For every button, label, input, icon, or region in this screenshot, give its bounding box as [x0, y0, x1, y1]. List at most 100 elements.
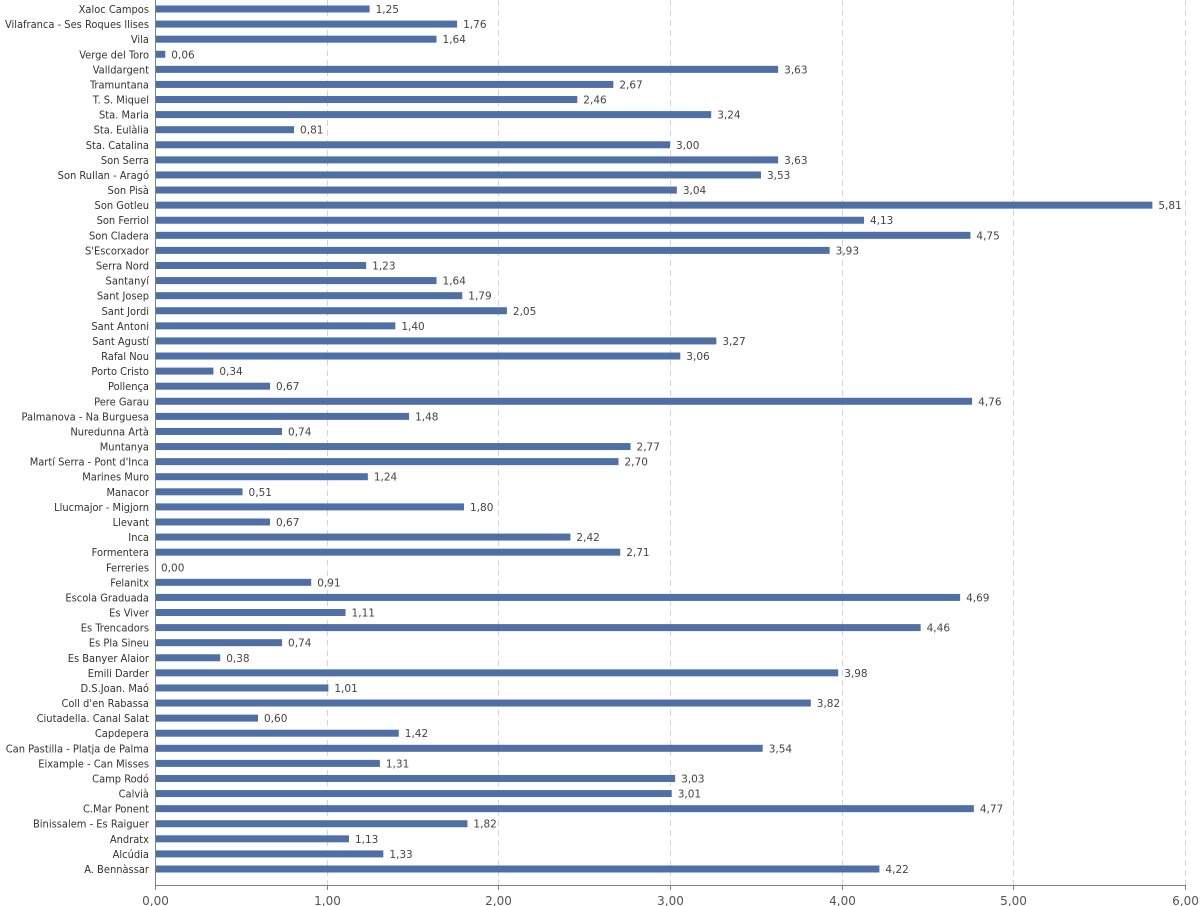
category-label: Tramuntana — [89, 78, 149, 91]
bar — [155, 699, 811, 707]
value-label: 0,06 — [171, 49, 195, 61]
value-label: 0,74 — [288, 426, 312, 438]
category-label: Manacor — [106, 486, 149, 499]
category-label: Valldargent — [93, 63, 149, 76]
value-label: 4,22 — [885, 864, 908, 876]
category-labels: Xaloc Campos Vilafranca - Ses Roques llis… — [5, 3, 150, 876]
bar — [155, 412, 410, 420]
bar — [155, 141, 670, 149]
bar — [155, 473, 368, 481]
category-label: Ferreries — [106, 561, 149, 574]
category-label: Sant Josep — [97, 290, 149, 303]
value-label: 3,06 — [686, 351, 710, 363]
value-label: 1,82 — [473, 819, 496, 831]
value-label: 4,46 — [927, 623, 951, 635]
category-label: Emili Darder — [88, 667, 150, 680]
category-label: Can Pastilla - Platja de Palma — [6, 742, 149, 755]
category-label: Santanyí — [106, 275, 151, 288]
category-label: Es Pla Sineu — [89, 637, 149, 650]
bar — [155, 80, 614, 88]
category-label: Sant Antoni — [91, 320, 149, 333]
value-label: 1,11 — [352, 608, 375, 620]
bar — [155, 261, 367, 269]
bar — [155, 35, 437, 43]
value-label: 4,69 — [966, 592, 989, 604]
bar — [155, 277, 437, 285]
value-label: 0,67 — [276, 517, 299, 529]
category-label: Es Trencadors — [81, 622, 149, 635]
bar — [155, 427, 283, 435]
category-label: C.Mar Ponent — [83, 803, 149, 816]
bar — [155, 503, 464, 511]
bar — [155, 337, 717, 345]
category-label: Serra Nord — [96, 259, 149, 272]
bar — [155, 714, 258, 722]
value-label: 5,81 — [1158, 200, 1181, 212]
category-label: Verge del Toro — [79, 48, 149, 61]
bar — [155, 65, 779, 73]
bar — [155, 292, 463, 300]
category-label: Son Gotleu — [95, 199, 149, 212]
bar — [155, 865, 880, 873]
bar — [155, 50, 166, 58]
value-label: 1,79 — [468, 291, 491, 303]
value-label: 3,00 — [676, 140, 699, 152]
category-label: Son Rullan - Aragó — [58, 169, 149, 182]
bar — [155, 216, 864, 224]
value-label: 2,05 — [513, 306, 536, 318]
x-axis: 0,00 1,00 2,00 3,00 4,00 5,00 6,00 — [142, 0, 1199, 906]
value-label: 3,27 — [722, 336, 745, 348]
category-label: Nuredunna Artà — [70, 425, 149, 438]
category-label: Marines Muro — [82, 471, 149, 484]
value-label: 1,42 — [405, 728, 428, 740]
bar — [155, 20, 458, 28]
category-label: Martí Serra - Pont d'Inca — [30, 456, 149, 469]
x-tick-label: 2,00 — [485, 894, 512, 906]
bar — [155, 382, 271, 390]
category-label: Formentera — [92, 546, 149, 559]
value-label: 1,25 — [376, 4, 399, 16]
bar — [155, 548, 621, 556]
bar — [155, 126, 295, 134]
bars — [155, 5, 1153, 873]
value-label: 3,24 — [717, 110, 741, 122]
bar — [155, 488, 243, 496]
value-label: 1,64 — [443, 34, 467, 46]
value-label: 1,48 — [415, 411, 438, 423]
gridlines — [327, 0, 1186, 885]
category-label: Porto Cristo — [91, 365, 149, 378]
value-label: 3,98 — [844, 668, 867, 680]
category-label: Ciutadella. Canal Salat — [37, 712, 149, 725]
value-label: 3,54 — [769, 743, 793, 755]
category-label: Escola Graduada — [65, 591, 149, 604]
category-label: Andratx — [110, 833, 149, 846]
category-label: Inca — [128, 531, 149, 544]
bar — [155, 790, 672, 798]
bar — [155, 639, 283, 647]
category-label: Capdepera — [95, 727, 149, 740]
category-label: Eixample - Can Misses — [38, 757, 149, 770]
value-label: 2,67 — [619, 79, 642, 91]
bar — [155, 654, 221, 662]
value-label: 4,77 — [980, 804, 1003, 816]
bar — [155, 5, 370, 13]
bar — [155, 669, 839, 677]
bar — [155, 805, 974, 813]
bar — [155, 111, 712, 119]
bar — [155, 231, 971, 239]
bar — [155, 593, 961, 601]
bar — [155, 307, 507, 315]
value-label: 1,23 — [372, 260, 395, 272]
category-label: Palmanova - Na Burguesa — [21, 410, 149, 423]
bar — [155, 171, 761, 179]
value-label: 3,63 — [784, 64, 807, 76]
value-label: 1,13 — [355, 834, 378, 846]
value-label: 3,04 — [683, 185, 707, 197]
bar — [155, 186, 677, 194]
bar — [155, 443, 631, 451]
x-tick-label: 6,00 — [1172, 894, 1199, 906]
category-label: Camp Rodó — [92, 772, 149, 785]
bar — [155, 367, 214, 375]
value-label: 0,51 — [249, 487, 272, 499]
